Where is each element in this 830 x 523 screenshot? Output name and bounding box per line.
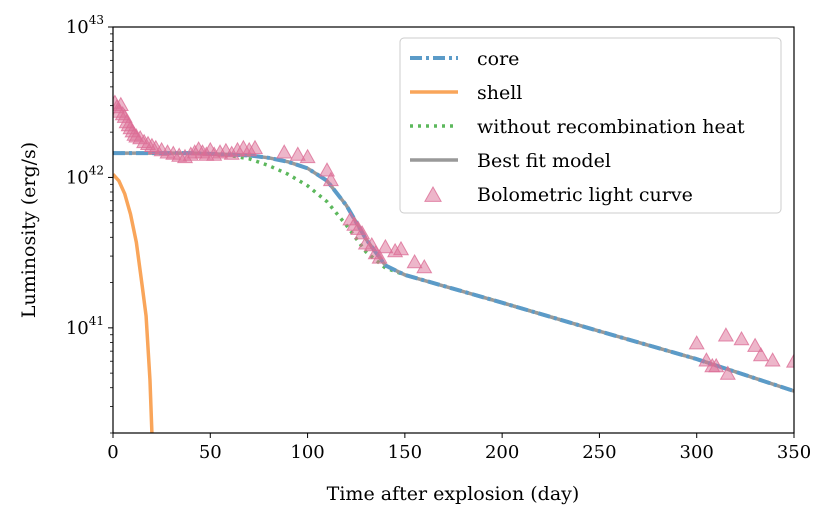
observed-point	[747, 337, 764, 352]
y-axis: 1041 1042 1043	[66, 13, 113, 434]
legend-label-best_fit: Best fit model	[477, 150, 611, 172]
y-axis-label: Luminosity (erg/s)	[18, 142, 40, 318]
observed-point	[289, 146, 306, 161]
observed-point	[406, 253, 423, 269]
legend-label-core: core	[477, 48, 519, 70]
x-tick-label: 350	[777, 442, 811, 463]
observed-point	[246, 139, 264, 155]
x-tick-label: 100	[290, 442, 324, 463]
observed-point	[392, 240, 410, 256]
observed-point	[752, 346, 769, 362]
observed-point	[276, 144, 293, 159]
series-line-shell	[113, 173, 154, 433]
legend-marker-observed	[424, 185, 442, 202]
observed-point	[688, 335, 705, 350]
x-axis-label: Time after explosion (day)	[327, 483, 580, 505]
observed-point	[785, 353, 794, 368]
observed-point	[377, 238, 394, 254]
observed-point	[371, 249, 388, 264]
legend-label-shell: shell	[477, 82, 522, 104]
x-tick-label: 250	[582, 442, 616, 463]
x-tick-label: 200	[485, 442, 519, 463]
x-tick-label: 300	[680, 442, 714, 463]
legend-label-observed: Bolometric light curve	[477, 184, 693, 206]
x-tick-label: 50	[199, 442, 222, 463]
legend-label-without_recombination: without recombination heat	[477, 116, 745, 138]
series-line-without-recombination-heat	[113, 151, 794, 393]
x-tick-label: 150	[388, 442, 422, 463]
plot-frame	[112, 26, 795, 434]
observed-point	[719, 365, 736, 380]
x-tick-label: 0	[107, 442, 118, 463]
y-tick-label: 1043	[66, 13, 104, 38]
observed-point	[416, 258, 433, 274]
legend-box	[399, 37, 782, 214]
x-axis: 0 50 100 150 200 250 300 350	[107, 433, 811, 463]
observed-point	[733, 330, 750, 346]
observed-point	[322, 171, 339, 187]
observed-point	[717, 327, 734, 342]
plot-area	[113, 94, 794, 433]
observed-point	[764, 352, 781, 367]
y-tick-label: 1041	[66, 314, 104, 339]
legend: core shell without recombination heat Best …	[399, 37, 782, 214]
y-tick-label: 1042	[66, 163, 104, 188]
observed-point	[708, 357, 725, 373]
observed-point	[299, 148, 316, 164]
